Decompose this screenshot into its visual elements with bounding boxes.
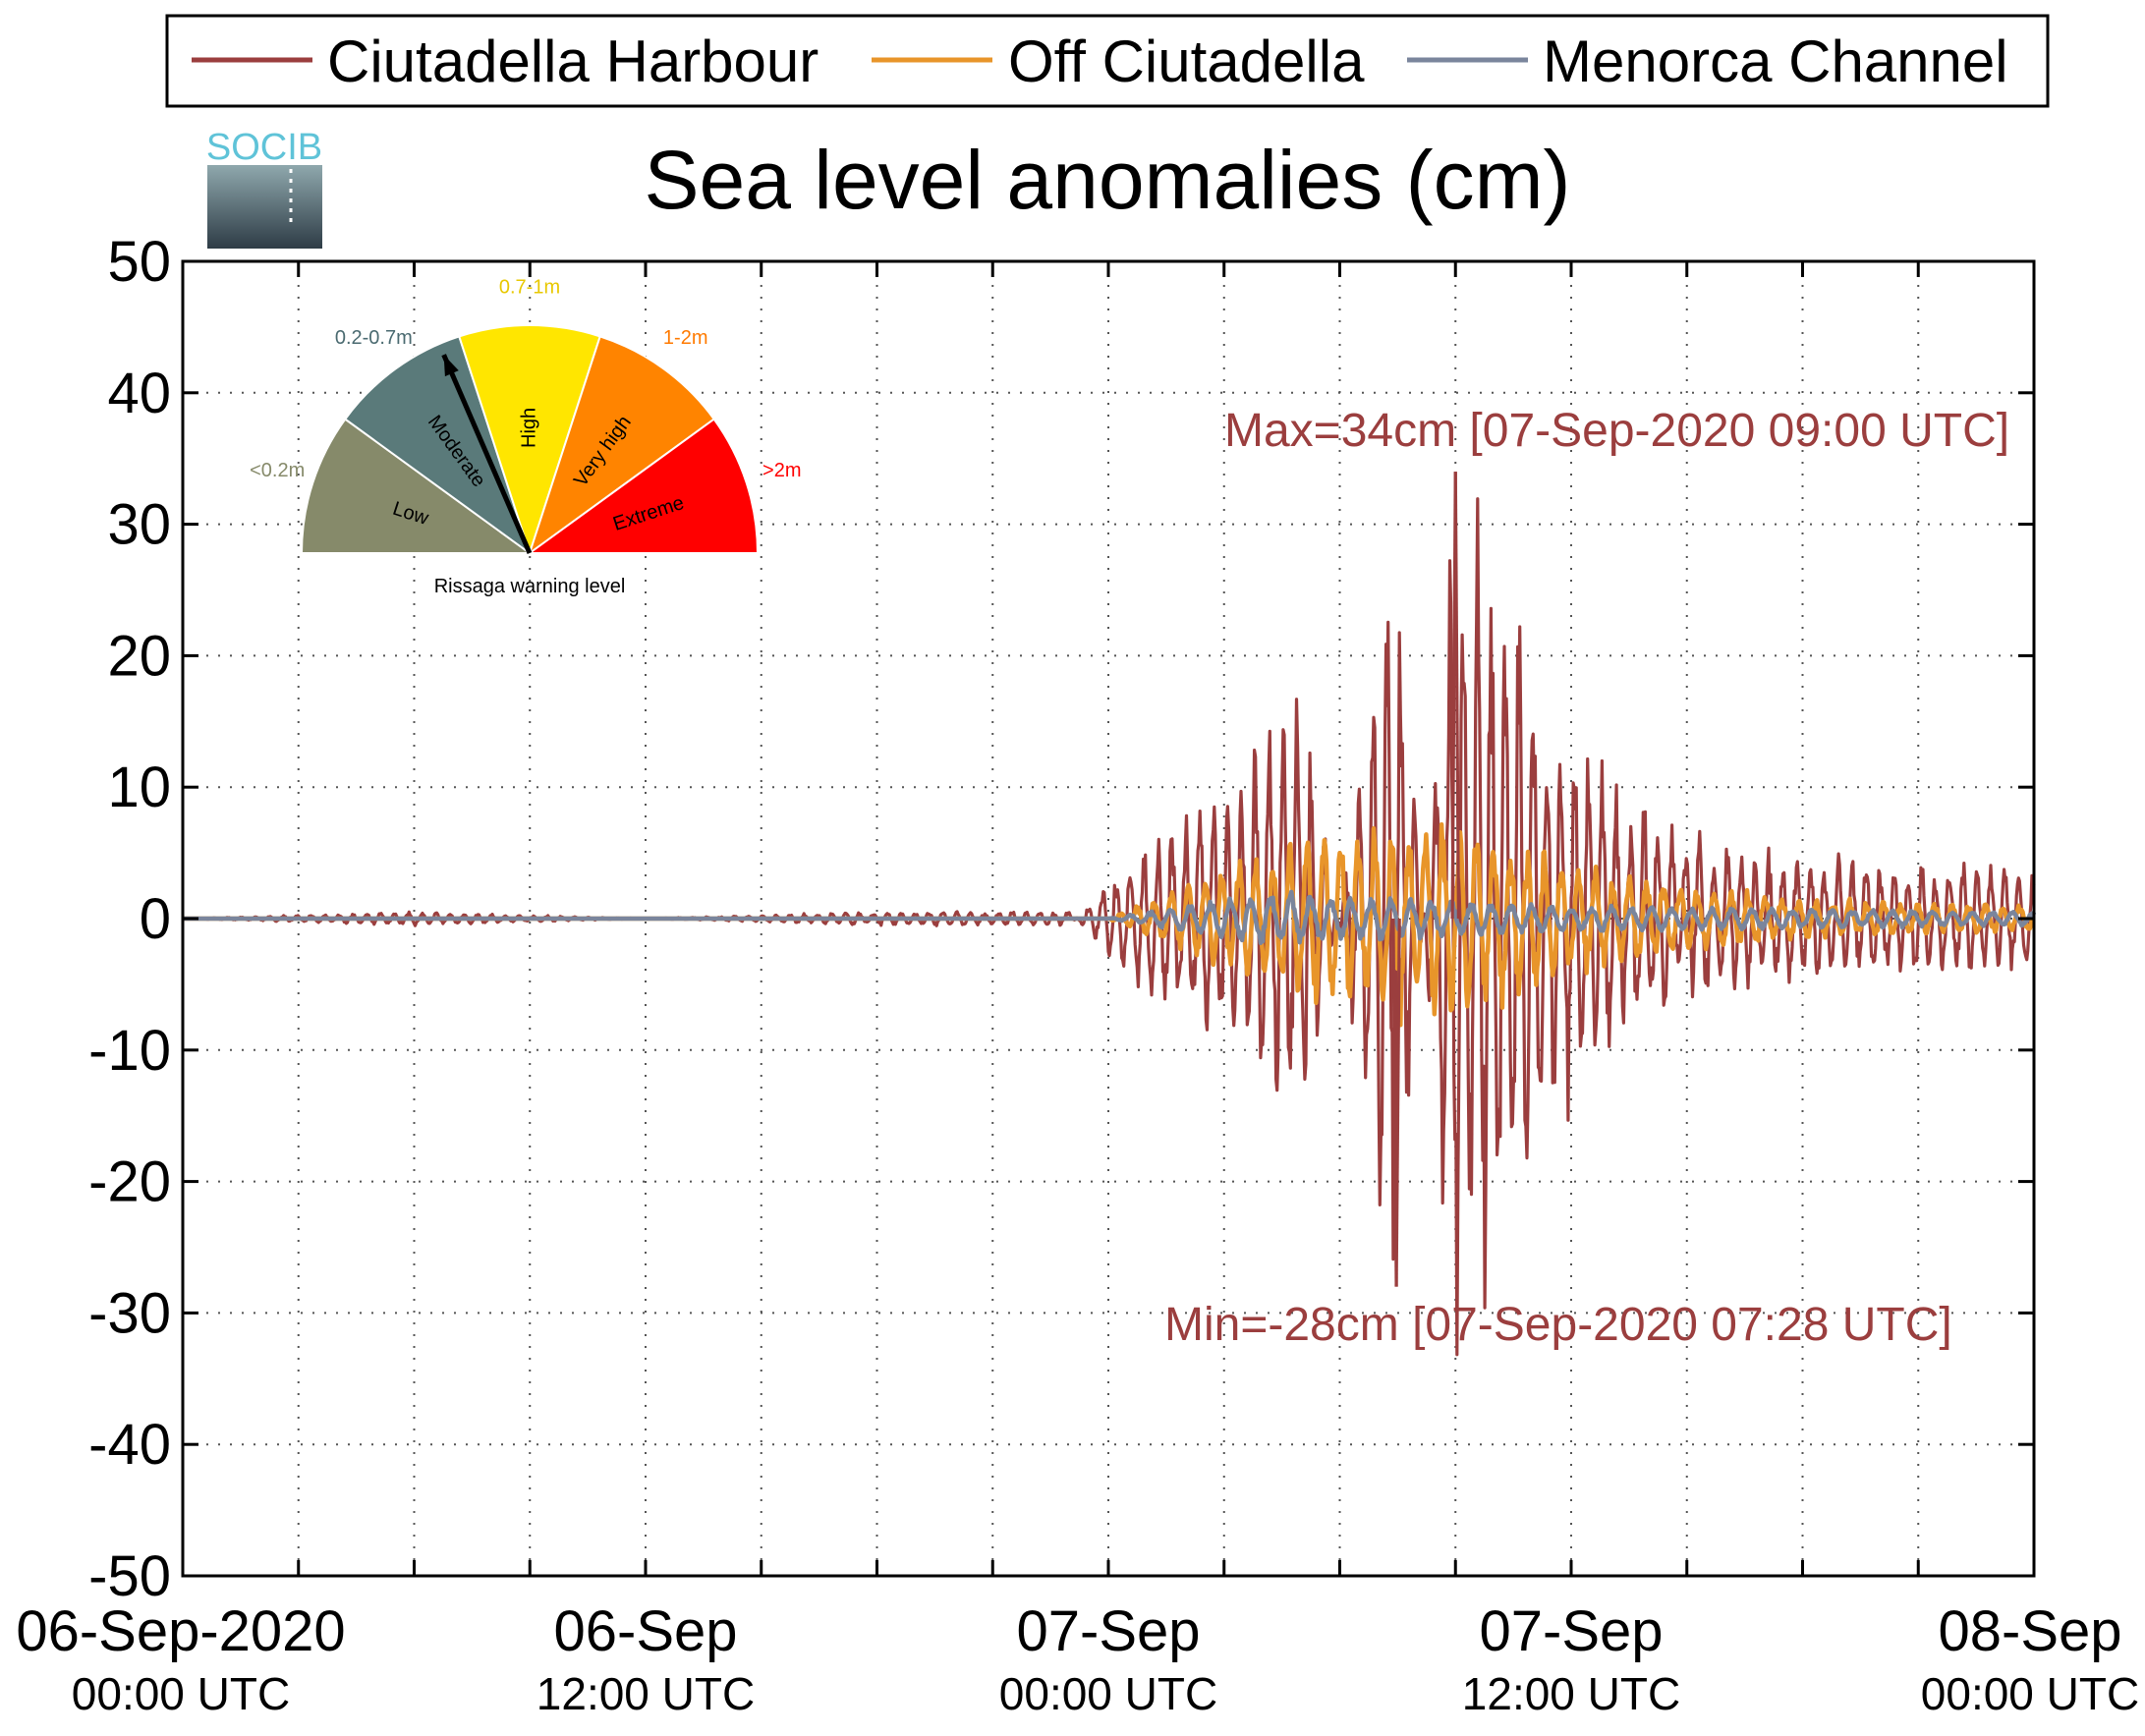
gauge-segment-range: 0.7-1m [499, 276, 560, 298]
x-tick-label-date: 08-Sep [1938, 1599, 2121, 1663]
x-tick-label-time: 12:00 UTC [1462, 1668, 1680, 1719]
gauge-segment-extreme [526, 418, 760, 554]
socib-logo: SOCIB [206, 127, 322, 249]
legend-label-off-ciutadella: Off Ciutadella [1008, 28, 1365, 94]
y-tick-label: -50 [88, 1544, 171, 1608]
legend-label-menorca-channel: Menorca Channel [1543, 28, 2008, 94]
annotation-min: Min=-28cm [07-Sep-2020 07:28 UTC] [1164, 1299, 1952, 1351]
gauge-segment-range: 1-2m [663, 327, 708, 349]
series-ciutadella-harbour-extreme [1394, 918, 1401, 1287]
y-axis: 50 40 30 20 10 0 -10 -20 -30 -40 -50 [88, 230, 2034, 1608]
x-tick-label-date: 06-Sep [553, 1599, 737, 1663]
gauge-segment-low [300, 418, 534, 554]
gauge-needle-head [443, 355, 459, 377]
gauge-segment-range: >2m [762, 460, 801, 481]
socib-logo-text: SOCIB [206, 127, 322, 168]
x-tick-label-time: 00:00 UTC [72, 1668, 290, 1719]
gauge-segment-range: 0.2-0.7m [335, 327, 413, 349]
y-tick-label: -20 [88, 1150, 171, 1214]
annotation-max: Max=34cm [07-Sep-2020 09:00 UTC] [1224, 405, 2009, 457]
gauge-segment-very-high [528, 335, 716, 556]
y-tick-label: 0 [140, 887, 171, 951]
series-layer [181, 472, 2037, 1357]
y-tick-label: 50 [107, 230, 171, 294]
gauge-needle [441, 354, 533, 554]
y-tick-label: -40 [88, 1413, 171, 1477]
legend-box [165, 14, 2050, 108]
x-tick-label-date: 07-Sep [1016, 1599, 1200, 1663]
x-tick-label-date: 07-Sep [1479, 1599, 1663, 1663]
gauge-segment-name: High [518, 408, 539, 448]
x-tick-label-time: 12:00 UTC [536, 1668, 755, 1719]
legend-label-ciutadella-harbour: Ciutadella Harbour [327, 28, 818, 94]
y-tick-label: 30 [107, 493, 171, 557]
gauge-segment-moderate [343, 335, 532, 556]
series-ciutadella-harbour [182, 497, 2036, 1357]
y-tick-label: 40 [107, 362, 171, 425]
y-tick-label: 20 [107, 624, 171, 688]
x-tick-label-date: 06-Sep-2020 [16, 1599, 345, 1663]
series-off-ciutadella [181, 821, 2036, 1028]
x-tick-label-time: 00:00 UTC [999, 1668, 1217, 1719]
gauge-segment-range: <0.2m [250, 460, 305, 481]
series-ciutadella-harbour-extreme [1453, 472, 1460, 920]
chart-title: Sea level anomalies (cm) [644, 134, 1570, 226]
gauge-segment-high [458, 324, 601, 557]
series-menorca-channel [181, 889, 2037, 946]
y-tick-label: -10 [88, 1019, 171, 1083]
gauge-caption: Rissaga warning level [434, 576, 626, 597]
x-tick-label-time: 00:00 UTC [1921, 1668, 2139, 1719]
legend: Ciutadella Harbour Off Ciutadella Menorc… [165, 14, 2050, 108]
y-tick-label: 10 [107, 756, 171, 819]
y-tick-label: -30 [88, 1281, 171, 1345]
